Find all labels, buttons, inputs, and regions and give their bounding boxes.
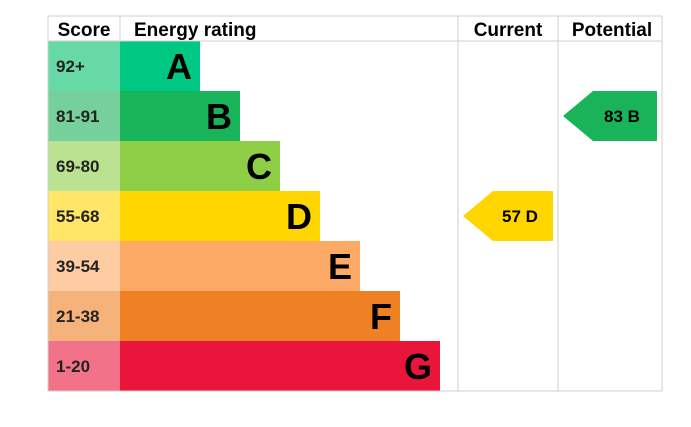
band-row-c: 69-80 C [48, 141, 280, 191]
band-bar-c [120, 141, 280, 191]
table-grid [47, 15, 663, 392]
score-cell-bg [48, 191, 120, 241]
band-letter-f: F [370, 296, 392, 337]
band-letter-d: D [286, 196, 312, 237]
band-row-d: 55-68 D [48, 191, 320, 241]
score-range-label: 39-54 [56, 257, 100, 276]
score-cell-bg [48, 291, 120, 341]
current-rating-arrow: 57 D [463, 191, 553, 241]
header-potential: Potential [572, 20, 652, 41]
score-cell-bg [48, 141, 120, 191]
band-bar-b [120, 91, 240, 141]
band-letter-g: G [404, 346, 432, 387]
band-row-b: 81-91 B [48, 91, 240, 141]
header-score: Score [58, 20, 111, 41]
score-range-label: 69-80 [56, 157, 99, 176]
score-range-label: 81-91 [56, 107, 99, 126]
rating-bands: 92+ A 81-91 B 69-80 C 55-68 D 39-54 E 21-38 F 1-20 G [48, 41, 440, 391]
header-energy-rating: Energy rating [134, 20, 256, 41]
potential-rating-arrow-label: 83 B [604, 107, 640, 126]
current-rating-arrow-shape [463, 191, 553, 241]
band-row-g: 1-20 G [48, 341, 440, 391]
band-row-a: 92+ A [48, 41, 200, 91]
potential-rating-arrow: 83 B [563, 91, 657, 141]
band-row-e: 39-54 E [48, 241, 360, 291]
band-bar-e [120, 241, 360, 291]
band-letter-c: C [246, 146, 272, 187]
score-range-label: 21-38 [56, 307, 99, 326]
score-cell-bg [48, 41, 120, 91]
rating-arrows: 57 D 83 B [463, 91, 657, 241]
score-range-label: 1-20 [56, 357, 90, 376]
band-row-f: 21-38 F [48, 291, 400, 341]
score-cell-bg [48, 341, 120, 391]
band-bar-g [120, 341, 440, 391]
score-cell-bg [48, 241, 120, 291]
band-bar-d [120, 191, 320, 241]
band-letter-e: E [328, 246, 352, 287]
band-letter-b: B [206, 96, 232, 137]
band-bar-a [120, 41, 200, 91]
header-current: Current [474, 20, 543, 41]
band-letter-a: A [166, 46, 192, 87]
score-cell-bg [48, 91, 120, 141]
score-range-label: 92+ [56, 57, 85, 76]
header-row: Score Energy rating Current Potential [58, 20, 653, 41]
current-rating-arrow-label: 57 D [502, 207, 538, 226]
band-bar-f [120, 291, 400, 341]
score-range-label: 55-68 [56, 207, 99, 226]
potential-rating-arrow-shape [563, 91, 657, 141]
